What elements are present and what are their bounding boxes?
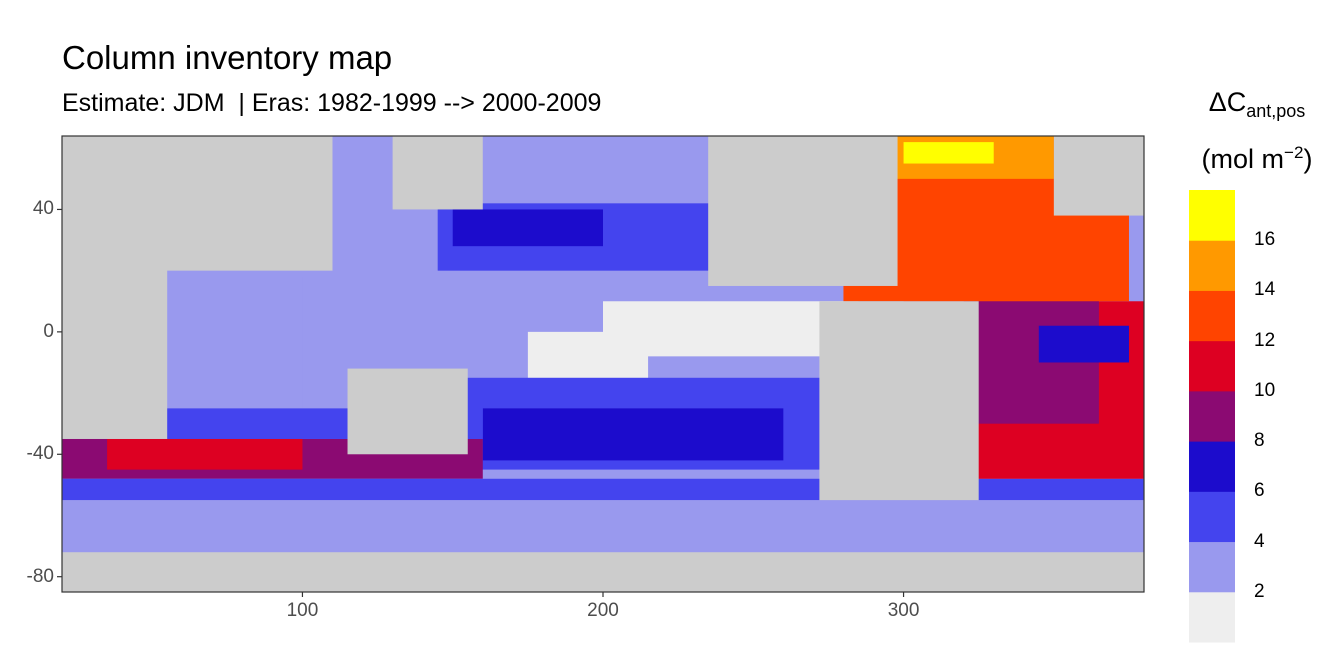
y-tick-label: -40 bbox=[26, 443, 54, 465]
y-tick-label: 40 bbox=[32, 198, 54, 220]
legend-key bbox=[1189, 190, 1235, 241]
legend-tick-label: 6 bbox=[1254, 480, 1265, 502]
legend-key bbox=[1189, 591, 1235, 643]
legend-tick-label: 8 bbox=[1254, 430, 1265, 452]
ocean-region-15 bbox=[1038, 325, 1129, 363]
land-region-2 bbox=[347, 368, 468, 455]
ocean-region-12 bbox=[62, 500, 1144, 547]
map-cells bbox=[62, 136, 1144, 592]
land-region-3 bbox=[819, 301, 979, 501]
chart-subtitle: Estimate: JDM | Eras: 1982-1999 --> 2000… bbox=[62, 89, 602, 117]
x-tick-label: 100 bbox=[286, 600, 319, 621]
legend-key bbox=[1189, 340, 1235, 392]
legend-title-sub: ant,pos bbox=[1246, 101, 1306, 121]
land-region-5 bbox=[1053, 136, 1144, 216]
ocean-region-19 bbox=[903, 142, 994, 164]
y-tick-label: -80 bbox=[26, 565, 54, 587]
legend-tick-label: 16 bbox=[1254, 229, 1276, 251]
x-tick-label: 200 bbox=[587, 600, 619, 621]
land-region-6 bbox=[62, 552, 1144, 592]
legend-title-main: ΔC bbox=[1208, 87, 1247, 117]
legend-key bbox=[1189, 491, 1235, 543]
legend-unit: (mol m−2) bbox=[1201, 143, 1313, 174]
legend-tick-label: 4 bbox=[1254, 530, 1265, 552]
legend-tick-label: 12 bbox=[1254, 329, 1276, 351]
legend-key bbox=[1189, 390, 1235, 442]
ocean-region-5 bbox=[152, 276, 303, 424]
legend-tick-label: 14 bbox=[1254, 279, 1276, 301]
ocean-region-7 bbox=[482, 408, 784, 461]
land-region-1 bbox=[62, 240, 168, 439]
legend-title: ΔCant,pos (mol m−2) bbox=[1182, 84, 1332, 177]
legend-key bbox=[1189, 240, 1235, 291]
land-region-4 bbox=[708, 136, 898, 286]
y-tick-label: 0 bbox=[43, 320, 54, 342]
legend-key bbox=[1189, 541, 1235, 593]
ocean-region-2 bbox=[452, 209, 603, 247]
legend-key bbox=[1189, 441, 1235, 492]
legend-key bbox=[1189, 290, 1235, 342]
ocean-region-11 bbox=[62, 478, 1144, 501]
x-tick-label: 300 bbox=[887, 600, 920, 621]
chart-title: Column inventory map bbox=[62, 39, 393, 76]
land-region-7 bbox=[392, 136, 483, 210]
legend-tick-label: 2 bbox=[1254, 580, 1265, 602]
legend-tick-label: 10 bbox=[1254, 379, 1276, 401]
